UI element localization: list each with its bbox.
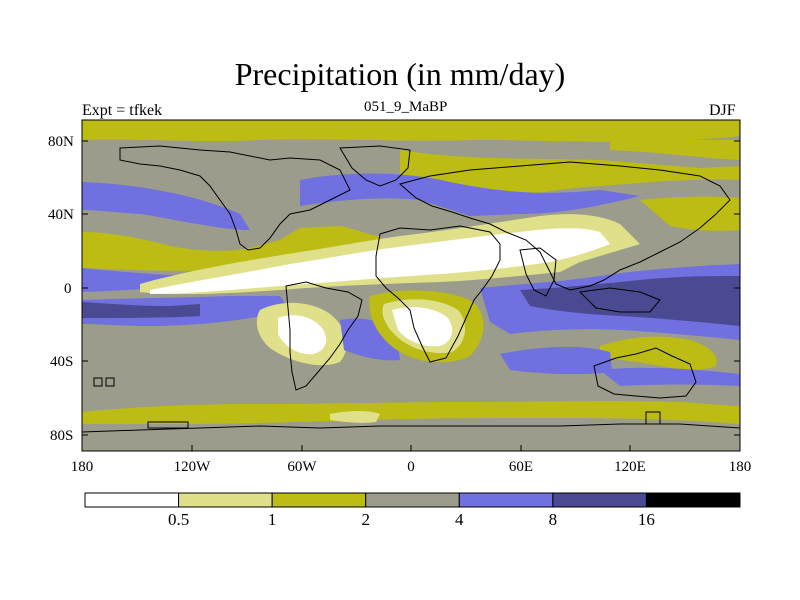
colorbar-box-2 <box>271 492 367 508</box>
period-label: 051_9_MaBP <box>364 99 448 115</box>
colorbar-label-0: 0.5 <box>168 510 189 529</box>
lon-label-120e: 120E <box>614 459 646 475</box>
lon-tick-marks <box>191 445 631 451</box>
lon-label-180e: 180 <box>729 459 752 475</box>
lat-label-80n: 80N <box>48 134 74 150</box>
colorbar-labels: 0.5 1 2 4 8 16 <box>168 510 655 529</box>
lat-tick-marks <box>82 140 740 436</box>
lon-label-0: 0 <box>407 459 415 475</box>
coastlines <box>82 145 740 433</box>
lon-label-180w: 180 <box>71 459 94 475</box>
lon-label-60e: 60E <box>509 459 533 475</box>
colorbar-label-5: 16 <box>638 510 655 529</box>
season-label: DJF <box>709 102 736 119</box>
colorbar-label-3: 4 <box>455 510 464 529</box>
colorbar-box-3 <box>365 492 460 508</box>
lon-label-120w: 120W <box>174 459 212 475</box>
colorbar-box-6 <box>645 492 741 508</box>
precipitation-field <box>82 120 740 451</box>
lon-label-60w: 60W <box>287 459 317 475</box>
lat-label-40n: 40N <box>48 207 74 223</box>
colorbar-box-1 <box>178 492 273 508</box>
colorbar <box>84 492 741 508</box>
lat-label-80s: 80S <box>50 428 73 444</box>
experiment-label: Expt = tfkek <box>82 102 163 119</box>
map-title: Precipitation (in mm/day) <box>234 56 566 92</box>
colorbar-label-1: 1 <box>268 510 277 529</box>
lat-label-0: 0 <box>64 281 72 297</box>
colorbar-label-2: 2 <box>361 510 370 529</box>
colorbar-label-4: 8 <box>549 510 558 529</box>
lat-label-40s: 40S <box>50 354 73 370</box>
colorbar-box-4 <box>458 492 554 508</box>
colorbar-box-0 <box>84 492 180 508</box>
colorbar-box-5 <box>552 492 647 508</box>
